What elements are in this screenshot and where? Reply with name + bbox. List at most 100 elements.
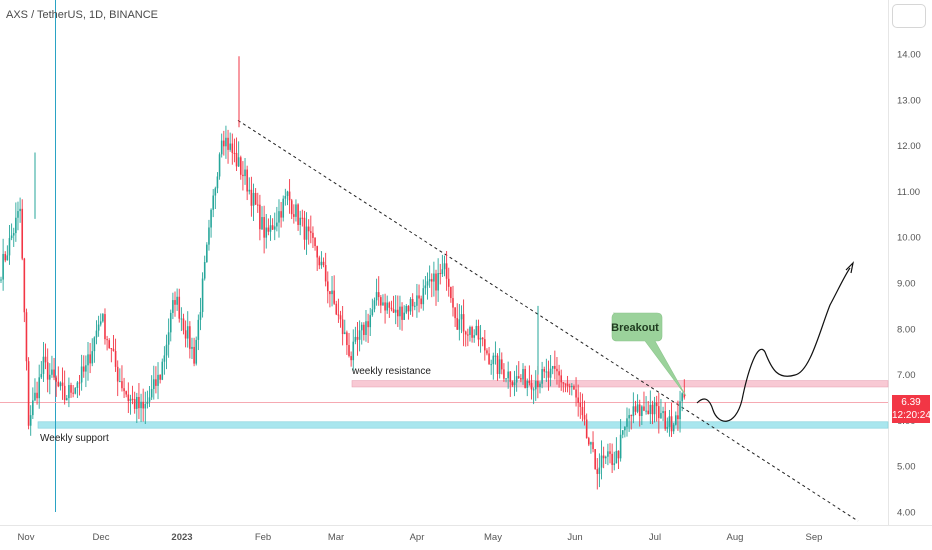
candle-body [10, 235, 13, 239]
candle-body [426, 281, 429, 286]
candle-body [193, 346, 195, 364]
candle-body [590, 442, 592, 445]
candle-body [445, 263, 448, 279]
candle-body [165, 344, 168, 356]
candle-body [218, 154, 221, 177]
candle-body [511, 381, 514, 386]
candle-body [475, 325, 478, 336]
candle-body [611, 453, 613, 465]
candle-body [229, 143, 231, 150]
candle-body [110, 348, 113, 350]
y-tick-label: 4.00 [897, 508, 916, 519]
y-tick-label: 5.00 [897, 462, 916, 473]
candle-body [492, 355, 495, 365]
candle-body [256, 204, 259, 206]
candle-body [191, 346, 193, 349]
candle-body [401, 306, 403, 320]
candle-body [261, 217, 263, 230]
candle-body [377, 292, 380, 298]
candle-body [44, 356, 47, 363]
candle-body [543, 369, 546, 372]
x-tick-label: Feb [255, 532, 271, 543]
candle-body [467, 334, 469, 336]
candle-body [454, 307, 456, 319]
candle-body [520, 378, 522, 380]
candle-body [513, 382, 516, 386]
candle-body [662, 411, 664, 414]
downtrend-line [237, 119, 859, 522]
x-tick-label: Jun [567, 532, 582, 543]
candle-body [488, 353, 490, 365]
candle-body [70, 385, 72, 393]
candle-body [528, 380, 531, 384]
candle-body [571, 386, 573, 388]
candle-body [244, 169, 246, 177]
candle-body [360, 324, 363, 331]
candle-body [339, 315, 342, 320]
candle-body [397, 309, 399, 317]
candle-body [112, 348, 115, 351]
candle-body [326, 281, 329, 292]
candle-body [8, 238, 11, 256]
candle-body [653, 402, 656, 415]
candle-body [636, 404, 639, 412]
chart-toolbar-button[interactable] [892, 4, 926, 28]
candle-body [439, 273, 442, 275]
x-tick-label: 2023 [171, 532, 192, 543]
candle-body [225, 137, 227, 147]
candle-body [227, 137, 229, 150]
candle-body [394, 309, 397, 313]
candle-body [638, 404, 641, 416]
candle-body [424, 285, 427, 289]
weekly-support-zone [37, 421, 889, 429]
candle-body [643, 406, 645, 411]
candle-body [0, 279, 2, 281]
candle-body [214, 188, 217, 196]
y-tick-label: 14.00 [897, 50, 921, 61]
candle-body [142, 401, 144, 409]
candle-body [668, 416, 671, 427]
candle-body [231, 143, 234, 153]
candle-body [337, 314, 340, 316]
candle-body [184, 330, 187, 339]
candle-body [598, 467, 601, 474]
x-tick-label: Apr [410, 532, 425, 543]
candle-body [554, 365, 556, 369]
candle-body [36, 392, 38, 399]
candle-body [677, 415, 679, 420]
candle-body [447, 278, 450, 287]
candle-body [210, 209, 212, 228]
candle-body [384, 302, 386, 311]
candle-body [148, 397, 151, 402]
candle-body [641, 406, 643, 416]
candle-body [490, 364, 492, 366]
candle-body [566, 383, 569, 387]
candle-body [163, 355, 166, 362]
candle-body [403, 312, 405, 320]
candle-body [354, 336, 357, 342]
x-tick-label: Mar [328, 532, 344, 543]
candle-body [146, 401, 149, 404]
candle-body [119, 381, 121, 383]
candle-body [42, 356, 45, 374]
candle-body [587, 438, 590, 445]
candle-body [329, 291, 331, 295]
candle-body [280, 211, 282, 218]
candle-body [615, 450, 618, 464]
candle-body [180, 318, 183, 320]
candle-body [405, 306, 408, 313]
candle-body [78, 382, 81, 384]
candle-body [672, 424, 675, 432]
candle-body [469, 327, 471, 335]
candle-body [129, 398, 132, 401]
candle-body [443, 263, 446, 270]
candle-body [123, 388, 125, 392]
candle-body [59, 382, 62, 387]
x-tick-label: Aug [727, 532, 744, 543]
candle-body [581, 406, 584, 416]
current-price-badge: 6.39 12:20:24 [892, 395, 931, 423]
candle-body [76, 382, 79, 388]
candle-body [647, 410, 650, 415]
candle-body [282, 198, 285, 218]
